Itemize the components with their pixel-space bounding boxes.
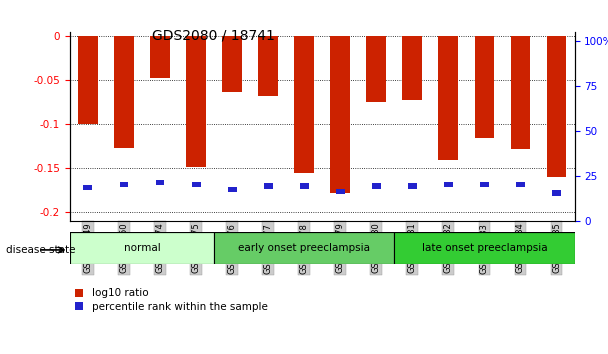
Bar [258,36,278,96]
Bar [511,36,530,149]
Bar [516,182,525,187]
Bar [474,36,494,138]
Bar [186,36,206,167]
Bar [222,36,242,92]
Bar [227,187,237,192]
Bar [156,180,165,185]
Bar [547,36,567,177]
Text: GDS2080 / 18741: GDS2080 / 18741 [152,28,275,42]
Bar [402,36,423,100]
Bar [367,36,386,102]
Bar [408,183,417,189]
Bar [150,36,170,78]
Bar [480,182,489,187]
Bar [192,182,201,187]
Bar [70,232,214,264]
Bar [300,183,309,189]
Bar [552,190,561,196]
Text: normal: normal [123,243,161,253]
Bar [78,36,98,124]
Bar [120,182,128,187]
Bar [372,183,381,189]
Bar [294,36,314,173]
Bar [438,36,458,160]
Text: late onset preeclampsia: late onset preeclampsia [421,243,547,253]
Bar [264,183,272,189]
Text: early onset preeclampsia: early onset preeclampsia [238,243,370,253]
Bar [330,36,350,193]
Text: disease state: disease state [6,245,75,255]
Bar [444,182,453,187]
Bar [83,185,92,190]
Bar [395,232,575,264]
Bar [214,232,395,264]
Legend: log10 ratio, percentile rank within the sample: log10 ratio, percentile rank within the … [75,289,268,312]
Bar [336,189,345,194]
Bar [114,36,134,148]
